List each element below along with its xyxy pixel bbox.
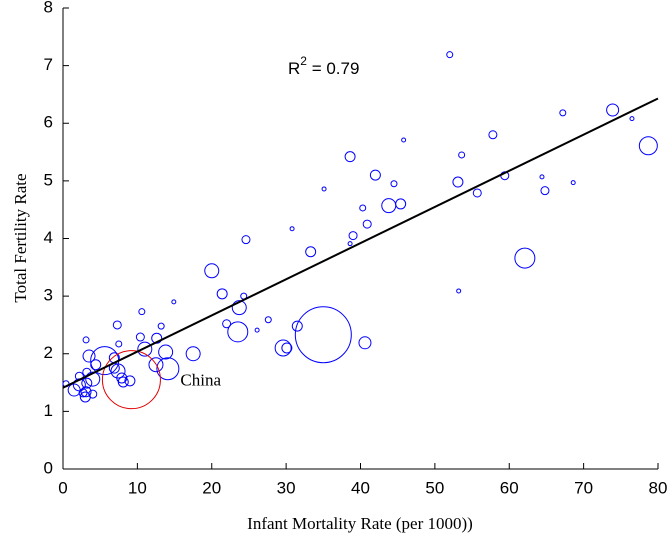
bubble — [540, 186, 550, 196]
bubble — [289, 226, 295, 232]
x-tick-label: 60 — [500, 478, 519, 497]
bubble — [401, 137, 407, 143]
bubble — [124, 375, 136, 387]
bubble — [606, 103, 620, 117]
x-tick-label: 70 — [574, 478, 593, 497]
bubble — [472, 188, 482, 198]
x-tick-label: 20 — [202, 478, 221, 497]
annotation-text: R — [288, 59, 300, 78]
annotation-superscript: 2 — [300, 54, 307, 68]
bubble — [137, 341, 153, 357]
bubble — [291, 320, 303, 332]
bubble — [90, 359, 102, 371]
x-axis-label: Infant Mortality Rate (per 1000)) — [247, 514, 473, 533]
bubble — [570, 180, 576, 186]
x-tick-label: 10 — [128, 478, 147, 497]
bubble — [79, 391, 91, 403]
bubble — [347, 241, 353, 247]
bubble — [222, 319, 232, 329]
bubble — [321, 186, 327, 192]
bubble — [101, 350, 161, 410]
y-tick-label: 1 — [44, 401, 53, 420]
bubble — [117, 376, 129, 388]
y-tick-label: 2 — [44, 343, 53, 362]
bubble — [241, 235, 251, 245]
y-tick-label: 3 — [44, 286, 53, 305]
bubble — [446, 51, 454, 59]
y-axis-label: Total Fertility Rate — [11, 173, 30, 302]
bubble — [67, 383, 81, 397]
bubble — [264, 316, 272, 324]
bubble — [458, 151, 466, 159]
y-tick-label: 7 — [44, 55, 53, 74]
bubble — [390, 180, 398, 188]
bubble — [171, 299, 177, 305]
bubble — [80, 386, 92, 398]
bubble — [254, 327, 260, 333]
bubble — [358, 336, 372, 350]
bubble — [539, 174, 545, 180]
bubble — [135, 332, 145, 342]
bubble — [110, 363, 126, 379]
bubble — [78, 388, 88, 398]
x-tick-label: 80 — [649, 478, 668, 497]
bubble — [629, 116, 635, 122]
bubble — [305, 246, 317, 258]
bubble — [204, 263, 220, 279]
bubble — [138, 308, 146, 316]
bubble — [185, 346, 201, 362]
bubble — [514, 247, 536, 269]
bubble — [281, 342, 293, 354]
fit-line — [62, 97, 659, 389]
bubble — [227, 321, 249, 343]
x-tick-label: 40 — [351, 478, 370, 497]
x-tick-label: 0 — [58, 478, 67, 497]
bubble — [362, 219, 372, 229]
bubble — [216, 288, 228, 300]
bubble — [348, 231, 358, 241]
bubble — [231, 300, 247, 316]
bubble — [81, 377, 93, 389]
bubble — [294, 306, 352, 364]
bubble — [452, 176, 464, 188]
bubble — [88, 389, 98, 399]
bubble — [638, 136, 658, 156]
y-tick-label: 6 — [44, 113, 53, 132]
y-tick-label: 5 — [44, 170, 53, 189]
bubble — [395, 198, 407, 210]
y-tick-label: 4 — [44, 228, 53, 247]
bubble — [359, 204, 367, 212]
bubble — [156, 357, 180, 381]
bubble — [381, 198, 397, 214]
bubble — [82, 336, 90, 344]
bubble — [85, 371, 101, 387]
bubble — [82, 349, 96, 363]
bubble — [344, 151, 356, 163]
bubble — [115, 340, 123, 348]
y-tick-label: 8 — [44, 0, 53, 16]
bubble — [112, 320, 122, 330]
y-tick-label: 0 — [44, 458, 53, 477]
bubble — [456, 288, 462, 294]
bubble — [158, 344, 174, 360]
bubble — [148, 357, 164, 373]
series-label: China — [180, 371, 221, 390]
x-tick-label: 30 — [277, 478, 296, 497]
bubble — [157, 322, 165, 330]
bubble — [274, 339, 292, 357]
bubble — [559, 109, 567, 117]
bubble — [369, 169, 381, 181]
bubble — [488, 130, 498, 140]
annotation-suffix: = 0.79 — [307, 59, 359, 78]
x-tick-label: 50 — [425, 478, 444, 497]
annotation: R2 = 0.79 — [288, 54, 359, 78]
bubble — [90, 346, 120, 376]
